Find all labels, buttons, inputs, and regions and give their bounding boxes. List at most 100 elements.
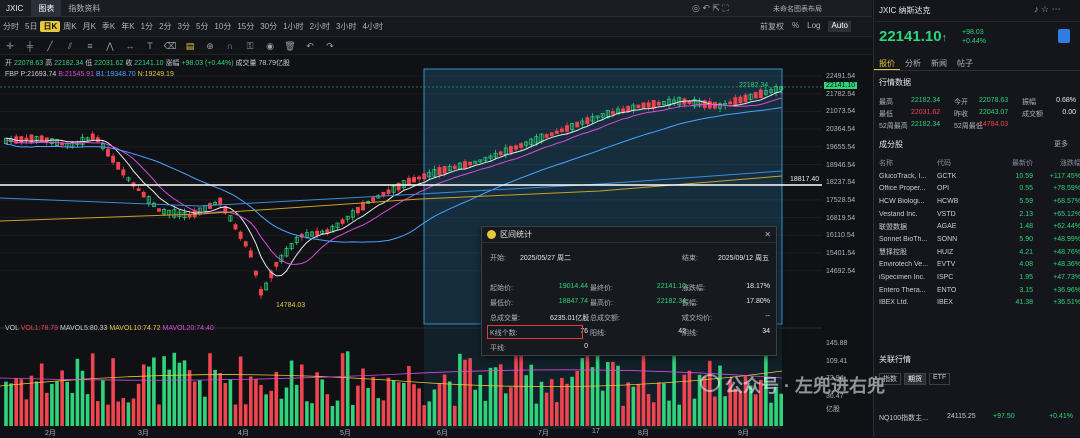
crosshair-icon[interactable]: ✛ xyxy=(6,40,14,51)
channel-icon[interactable]: ⫽ xyxy=(67,40,72,51)
tab-index[interactable]: 指数 xyxy=(879,373,901,385)
tab-news[interactable]: 新闻 xyxy=(931,59,947,68)
volume-bar xyxy=(606,362,610,426)
zoom-in-icon[interactable]: ⊕ xyxy=(206,40,214,51)
candle xyxy=(437,167,442,176)
eraser-icon[interactable]: ⌫ xyxy=(163,40,177,51)
tab-etf[interactable]: ETF xyxy=(929,373,951,385)
tab-futures[interactable]: 期货 xyxy=(904,373,926,385)
text-icon[interactable]: T xyxy=(147,40,153,51)
flag-icon[interactable] xyxy=(1058,29,1070,43)
pattern-icon[interactable]: ⋀ xyxy=(106,40,114,51)
candle xyxy=(284,247,289,257)
time-axis[interactable]: 2月 3月 4月 5月 6月 7月 17 8月 9月 xyxy=(0,428,822,437)
period-1[interactable]: 5日 xyxy=(25,22,38,31)
tab-quote[interactable]: 报价 xyxy=(874,56,900,70)
table-row[interactable]: GlucoTrack, I... GCTK 10.59 +117.45% xyxy=(874,170,1080,183)
period-5[interactable]: 季K xyxy=(101,22,116,31)
redo-icon[interactable]: ↷ xyxy=(326,40,334,51)
symbol-label[interactable]: JXIC xyxy=(6,3,24,13)
period-17[interactable]: 4小时 xyxy=(362,22,383,31)
period-0[interactable]: 分时 xyxy=(3,22,19,31)
time-tick: 3月 xyxy=(138,430,149,437)
period-16[interactable]: 3小时 xyxy=(336,22,357,31)
table-row[interactable]: IBEX Ltd. IBEX 41.38 +36.51% xyxy=(874,297,1080,310)
range-stats-icon[interactable]: ▤ xyxy=(185,40,195,51)
adjust-select[interactable]: 前复权 xyxy=(760,22,784,31)
period-13[interactable]: 30分 xyxy=(260,22,278,31)
dialog-title: 区间统计 xyxy=(500,230,532,239)
candle xyxy=(621,108,626,112)
table-cell: +68.57% xyxy=(1053,197,1080,205)
tab-posts[interactable]: 帖子 xyxy=(957,59,973,68)
layout-select[interactable]: 未命名图表布局 xyxy=(773,6,822,13)
table-cell: 慧择控股 xyxy=(879,249,907,257)
table-cell: 5.59 xyxy=(1019,197,1033,205)
eye-icon[interactable]: ◉ xyxy=(266,40,274,51)
candle xyxy=(514,145,518,150)
volume-bar xyxy=(483,400,488,426)
table-row[interactable]: iSpecimen Inc. ISPC 1.95 +47.73% xyxy=(874,271,1080,284)
lock-icon[interactable]: ⚿ xyxy=(246,40,254,51)
camera-icon[interactable]: ◎ ↶ ⇱ ⛶ xyxy=(692,3,729,13)
volume-bar xyxy=(223,383,228,426)
table-row[interactable]: Vestand Inc. VSTD 2.13 +65.12% xyxy=(874,208,1080,221)
candle xyxy=(289,243,294,250)
bell-icon[interactable]: ♪ ☆ ⋯ xyxy=(1034,4,1061,14)
volume-bar xyxy=(544,392,549,426)
period-14[interactable]: 1小时 xyxy=(283,22,304,31)
table-cell: 3.15 xyxy=(1019,286,1033,294)
close-icon[interactable]: ✕ xyxy=(764,230,771,239)
candle xyxy=(463,161,467,169)
trash-icon[interactable]: 🗑 xyxy=(284,40,296,51)
period-11[interactable]: 10分 xyxy=(214,22,232,31)
quote-value: 22043.07 xyxy=(979,109,1009,116)
candle xyxy=(661,101,666,105)
fib-icon[interactable]: ≡ xyxy=(87,40,93,51)
candle xyxy=(570,123,575,130)
volume-value: 78.79亿股 xyxy=(258,60,290,67)
time-tick: 17 xyxy=(592,428,600,435)
related-row[interactable]: NQ100指数主... 24115.25 +97.50 +0.41% xyxy=(879,413,1073,422)
table-row[interactable]: Envirotech Ve... EVTV 4.08 +48.36% xyxy=(874,259,1080,272)
tab-index-info[interactable]: 指数资料 xyxy=(68,3,101,13)
stat-label: 总成交额: xyxy=(590,315,620,322)
tab-analysis[interactable]: 分析 xyxy=(905,59,921,68)
undo-icon[interactable]: ↶ xyxy=(306,40,314,51)
period-6[interactable]: 年K xyxy=(121,22,135,31)
table-row[interactable]: HCW Biologi... HCWB 5.59 +68.57% xyxy=(874,195,1080,208)
period-4[interactable]: 月K xyxy=(82,22,96,31)
measure-icon[interactable]: ↔ xyxy=(125,40,135,51)
price-axis[interactable]: 22491.54 21782.54 21073.54 20364.54 19655.54… xyxy=(822,66,872,436)
volume-bar xyxy=(192,381,197,426)
period-3[interactable]: 周K xyxy=(63,22,77,31)
period-9[interactable]: 3分 xyxy=(177,22,190,31)
table-row[interactable]: Sonnet BioTh... SONN 5.90 +48.99% xyxy=(874,233,1080,246)
low-value: 22031.62 xyxy=(94,60,124,67)
period-7[interactable]: 1分 xyxy=(140,22,154,31)
auto-toggle[interactable]: Auto xyxy=(828,21,851,32)
quote-label: 振幅 xyxy=(1022,99,1036,106)
period-2[interactable]: 日K xyxy=(40,21,61,32)
open-value: 22078.63 xyxy=(13,60,44,67)
percent-toggle[interactable]: % xyxy=(792,21,800,30)
more-link[interactable]: 更多 xyxy=(1054,141,1068,148)
log-toggle[interactable]: Log xyxy=(807,21,821,30)
table-row[interactable]: 联盟数据 AGAE 1.48 +62.44% xyxy=(874,220,1080,233)
period-15[interactable]: 2小时 xyxy=(309,22,331,31)
period-12[interactable]: 15分 xyxy=(237,22,255,31)
hline-icon[interactable]: ╪ xyxy=(26,40,34,51)
table-row[interactable]: 慧择控股 HUIZ 4.21 +48.76% xyxy=(874,246,1080,259)
close-value: 22141.10 xyxy=(134,60,164,67)
magnet-icon[interactable]: ∩ xyxy=(226,40,234,51)
scale-controls: 前复权 % Log Auto xyxy=(760,21,851,32)
trend-icon[interactable]: ╱ xyxy=(47,40,53,51)
tab-chart[interactable]: 图表 xyxy=(31,0,62,17)
period-8[interactable]: 2分 xyxy=(159,22,172,31)
table-row[interactable]: Office Proper... OPI 0.55 +78.59% xyxy=(874,182,1080,195)
related-title: 关联行情 xyxy=(879,355,911,364)
table-row[interactable]: Entero Thera... ENTO 3.15 +36.96% xyxy=(874,284,1080,297)
table-cell: +48.76% xyxy=(1053,248,1080,256)
period-10[interactable]: 5分 xyxy=(195,22,209,31)
volume-bar xyxy=(616,365,620,426)
